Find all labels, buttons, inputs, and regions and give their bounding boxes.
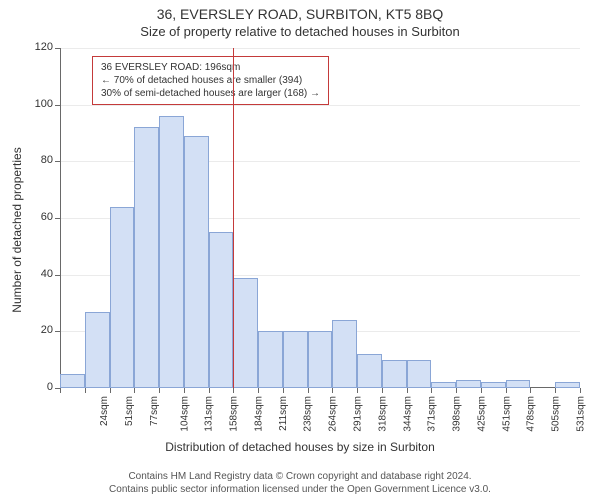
x-tick-label: 131sqm	[204, 396, 215, 432]
x-tick-mark	[456, 388, 457, 393]
y-tick-mark	[55, 161, 60, 162]
x-tick-mark	[481, 388, 482, 393]
histogram-bar	[60, 374, 85, 388]
property-marker-line	[233, 48, 234, 388]
x-tick-mark	[382, 388, 383, 393]
x-tick-label: 77sqm	[149, 396, 160, 426]
x-tick-mark	[407, 388, 408, 393]
x-tick-mark	[110, 388, 111, 393]
histogram-bar	[407, 360, 432, 388]
histogram-bar	[184, 136, 209, 388]
histogram-bar	[233, 278, 258, 389]
x-axis-label: Distribution of detached houses by size …	[0, 440, 600, 454]
x-tick-label: 531sqm	[575, 396, 586, 432]
x-tick-label: 158sqm	[229, 396, 240, 432]
histogram-bar	[357, 354, 382, 388]
histogram-bar	[481, 382, 506, 388]
y-tick-mark	[55, 48, 60, 49]
histogram-bar	[110, 207, 135, 388]
x-tick-mark	[209, 388, 210, 393]
x-tick-mark	[530, 388, 531, 393]
x-tick-mark	[159, 388, 160, 393]
chart-title-subtitle: Size of property relative to detached ho…	[0, 24, 600, 39]
y-gridline	[60, 105, 580, 106]
x-tick-mark	[283, 388, 284, 393]
x-tick-label: 505sqm	[551, 396, 562, 432]
histogram-bar	[456, 380, 481, 389]
x-tick-label: 264sqm	[328, 396, 339, 432]
y-axis-label: Number of detached properties	[10, 147, 24, 312]
footer-line-1: Contains HM Land Registry data © Crown c…	[0, 470, 600, 483]
y-tick-label: 80	[25, 154, 53, 166]
histogram-bar	[283, 331, 308, 388]
histogram-bar	[332, 320, 357, 388]
y-tick-label: 40	[25, 268, 53, 280]
x-tick-label: 184sqm	[254, 396, 265, 432]
x-tick-label: 104sqm	[179, 396, 190, 432]
histogram-bar	[555, 382, 580, 388]
x-tick-mark	[134, 388, 135, 393]
histogram-bar	[85, 312, 110, 389]
y-gridline	[60, 48, 580, 49]
x-tick-mark	[332, 388, 333, 393]
x-tick-mark	[85, 388, 86, 393]
x-tick-mark	[431, 388, 432, 393]
histogram-bar	[308, 331, 333, 388]
x-tick-label: 211sqm	[278, 396, 289, 431]
x-tick-label: 478sqm	[526, 396, 537, 432]
y-tick-label: 0	[25, 381, 53, 393]
footer-attribution: Contains HM Land Registry data © Crown c…	[0, 470, 600, 496]
y-tick-mark	[55, 218, 60, 219]
x-tick-mark	[506, 388, 507, 393]
annotation-line-1: 36 EVERSLEY ROAD: 196sqm	[101, 61, 320, 74]
chart-container: { "chart": { "type": "histogram", "title…	[0, 0, 600, 500]
footer-line-2: Contains public sector information licen…	[0, 483, 600, 496]
x-tick-label: 238sqm	[303, 396, 314, 432]
x-tick-label: 344sqm	[402, 396, 413, 432]
histogram-bar	[209, 232, 234, 388]
x-tick-label: 318sqm	[377, 396, 388, 432]
y-tick-label: 100	[25, 98, 53, 110]
x-tick-mark	[357, 388, 358, 393]
x-tick-label: 398sqm	[452, 396, 463, 432]
histogram-bar	[382, 360, 407, 388]
x-tick-label: 24sqm	[99, 396, 110, 426]
x-tick-label: 51sqm	[124, 396, 135, 426]
y-tick-mark	[55, 275, 60, 276]
x-tick-label: 291sqm	[353, 396, 364, 432]
x-tick-label: 371sqm	[427, 396, 438, 432]
x-tick-mark	[555, 388, 556, 393]
annotation-line-3: 30% of semi-detached houses are larger (…	[101, 87, 320, 100]
x-tick-label: 451sqm	[501, 396, 512, 432]
chart-title-address: 36, EVERSLEY ROAD, SURBITON, KT5 8BQ	[0, 6, 600, 22]
x-tick-label: 425sqm	[476, 396, 487, 432]
x-tick-mark	[233, 388, 234, 393]
histogram-bar	[159, 116, 184, 388]
histogram-bar	[258, 331, 283, 388]
plot-area: 36 EVERSLEY ROAD: 196sqm ← 70% of detach…	[60, 48, 580, 388]
histogram-bar	[431, 382, 456, 388]
y-tick-label: 120	[25, 41, 53, 53]
y-tick-label: 60	[25, 211, 53, 223]
x-tick-mark	[184, 388, 185, 393]
y-tick-mark	[55, 331, 60, 332]
histogram-bar	[134, 127, 159, 388]
annotation-box: 36 EVERSLEY ROAD: 196sqm ← 70% of detach…	[92, 56, 329, 105]
x-tick-mark	[258, 388, 259, 393]
histogram-bar	[506, 380, 531, 389]
y-tick-label: 20	[25, 324, 53, 336]
x-tick-mark	[60, 388, 61, 393]
y-tick-mark	[55, 105, 60, 106]
x-tick-mark	[580, 388, 581, 393]
annotation-line-2: ← 70% of detached houses are smaller (39…	[101, 74, 320, 87]
x-tick-mark	[308, 388, 309, 393]
